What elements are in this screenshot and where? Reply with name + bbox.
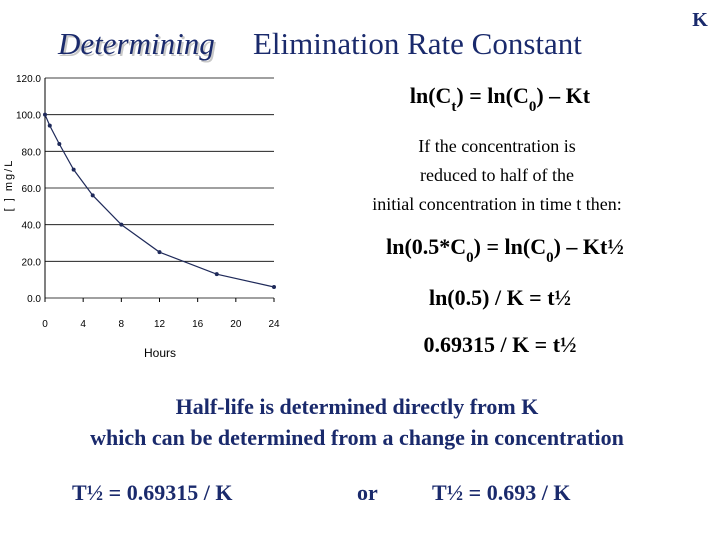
conjunction: or xyxy=(357,480,378,505)
data-point xyxy=(214,272,219,277)
data-point xyxy=(57,142,62,146)
x-tick-label: 16 xyxy=(192,319,204,330)
title-shadow: Determining xyxy=(59,28,217,63)
y-tick-label: 100.0 xyxy=(16,111,41,122)
equation: ln(0.5*C0) = ln(C0) – Kt½ xyxy=(386,234,624,266)
plot: 0.0 20.0 40.0 60.0 80.0 100.0 120.0 0 4 8 12 16 20 24 xyxy=(16,74,280,330)
equation-part: 0 xyxy=(466,250,474,266)
x-tick-label: 12 xyxy=(154,319,166,330)
y-tick-label: 0.0 xyxy=(27,294,41,305)
equation-part: 0 xyxy=(546,250,554,266)
data-point xyxy=(43,112,47,117)
equation-part: 0 xyxy=(529,99,537,115)
x-tick-label: 4 xyxy=(80,319,86,330)
equation-part: ) = ln(C xyxy=(474,234,546,259)
x-tick-label: 8 xyxy=(119,319,125,330)
equation-part: t xyxy=(451,99,456,115)
corner-label: K xyxy=(692,9,708,31)
data-point xyxy=(90,193,95,198)
y-tick-label: 120.0 xyxy=(16,74,41,85)
equation: 0.69315 / K = t½ xyxy=(423,332,576,357)
summary-line: Half-life is determined directly from K xyxy=(176,394,539,419)
paragraph-line: reduced to half of the xyxy=(420,165,574,185)
x-axis-label: Hours xyxy=(144,346,176,360)
equation-part: ) = ln(C xyxy=(456,83,528,108)
y-tick-label: 60.0 xyxy=(22,184,42,195)
title: Elimination Rate Constant xyxy=(253,26,582,61)
equation-part: ln(C xyxy=(410,83,452,108)
data-point xyxy=(157,250,162,255)
equation-part: ) – Kt xyxy=(536,83,590,108)
paragraph-line: initial concentration in time t then: xyxy=(372,194,621,214)
y-tick-label: 80.0 xyxy=(22,147,42,158)
equation-part: ln(0.5*C xyxy=(386,234,466,259)
y-axis-label: [ ] mg/L xyxy=(3,159,15,212)
y-tick-label: 40.0 xyxy=(22,221,42,232)
title-emphasis: Determining xyxy=(57,26,215,61)
equation-part: ) – Kt½ xyxy=(554,234,624,259)
data-point xyxy=(272,285,276,289)
x-tick-label: 24 xyxy=(268,319,280,330)
data-point xyxy=(71,167,76,172)
formula: T½ = 0.69315 / K xyxy=(72,480,232,505)
y-tick-label: 20.0 xyxy=(22,257,42,268)
equation: ln(Ct) = ln(C0) – Kt xyxy=(410,83,591,115)
x-tick-label: 20 xyxy=(230,319,242,330)
x-tick-label: 0 xyxy=(42,319,48,330)
equation: ln(0.5) / K = t½ xyxy=(429,285,571,310)
data-point xyxy=(119,222,124,227)
paragraph-line: If the concentration is xyxy=(418,136,575,156)
data-point xyxy=(47,123,52,128)
summary-line: which can be determined from a change in… xyxy=(90,425,624,450)
formula: T½ = 0.693 / K xyxy=(432,480,570,505)
